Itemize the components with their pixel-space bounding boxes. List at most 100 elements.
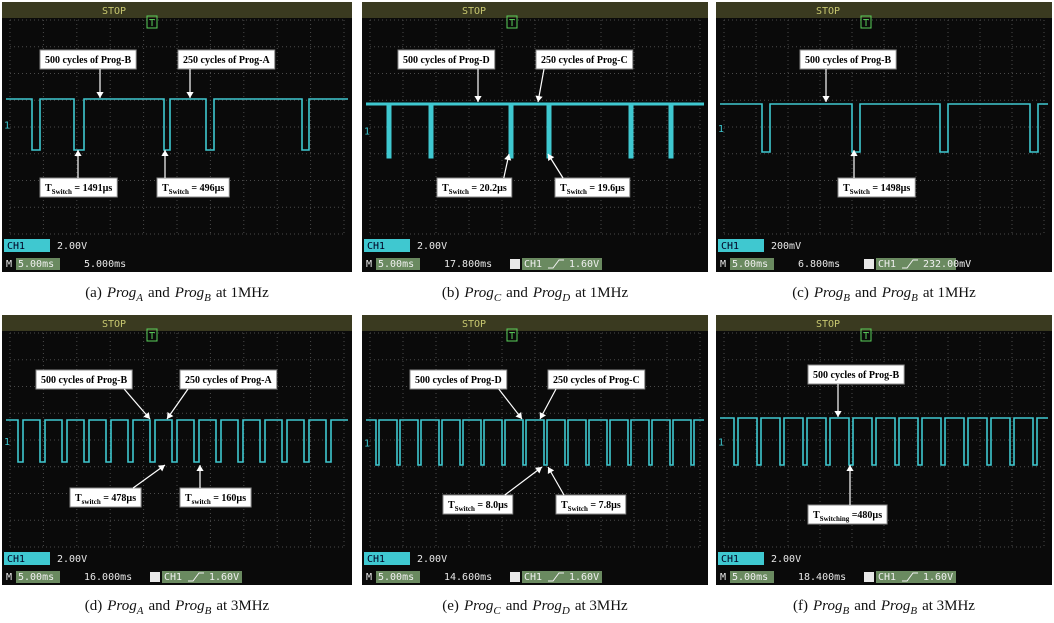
trigger-marker: T bbox=[863, 18, 869, 29]
status-text: STOP bbox=[102, 319, 126, 330]
channel-marker: 1 bbox=[4, 121, 10, 132]
caption-prog: Prog bbox=[531, 598, 562, 614]
annotation-text: 250 cycles of Prog-A bbox=[185, 375, 273, 386]
channel-label: CH1 bbox=[721, 554, 739, 565]
mode-label: M bbox=[366, 572, 372, 583]
caption-prog: Prog bbox=[174, 598, 205, 614]
annotation-label: 500 cycles of Prog-D bbox=[415, 375, 502, 386]
annotation-subscript: Switch bbox=[449, 188, 469, 196]
timebase: 5.00ms bbox=[732, 572, 768, 583]
annotation-text: 250 cycles of Prog-C bbox=[541, 55, 628, 66]
annotation-subscript: switch bbox=[82, 498, 101, 506]
scope-panel: STOPT1500 cycles of Prog-B250 cycles of … bbox=[2, 315, 352, 585]
volts-per-div: 2.00V bbox=[57, 554, 87, 565]
caption-label: (f) bbox=[793, 598, 808, 614]
annotation-value: = 1491µs bbox=[72, 183, 112, 194]
channel-marker: 1 bbox=[718, 124, 724, 135]
trigger-level: 1.60V bbox=[569, 572, 599, 583]
annotation-text: 500 cycles of Prog-D bbox=[415, 375, 502, 386]
annotation-text: 500 cycles of Prog-B bbox=[805, 55, 892, 66]
trigger-marker: T bbox=[863, 331, 869, 342]
caption-subscript: B bbox=[911, 292, 918, 304]
annotation-label: 500 cycles of Prog-B bbox=[45, 55, 132, 66]
caption-subscript: B bbox=[842, 605, 849, 617]
trigger-channel: CH1 bbox=[164, 572, 182, 583]
channel-label: CH1 bbox=[7, 554, 25, 565]
status-text: STOP bbox=[816, 6, 840, 17]
caption-joiner: and bbox=[855, 285, 877, 301]
volts-per-div: 2.00V bbox=[771, 554, 801, 565]
trigger-icon bbox=[864, 259, 874, 269]
annotation-subscript: Switch bbox=[567, 188, 587, 196]
caption-subscript: C bbox=[494, 292, 502, 304]
volts-per-div: 2.00V bbox=[417, 554, 447, 565]
position: 5.000ms bbox=[84, 259, 126, 270]
annotation-label: 250 cycles of Prog-C bbox=[553, 375, 640, 386]
scope-top-bar bbox=[716, 2, 1052, 18]
annotation-label: 500 cycles of Prog-B bbox=[41, 375, 128, 386]
caption-frequency: at 1MHz bbox=[923, 285, 976, 301]
figure-caption: (b)ProgCandProgDat 1MHz bbox=[442, 285, 629, 304]
timebase: 5.00ms bbox=[378, 259, 414, 270]
trigger-icon bbox=[510, 259, 520, 269]
caption-label: (c) bbox=[792, 285, 809, 301]
trigger-channel: CH1 bbox=[878, 259, 896, 270]
annotation-subscript: switch bbox=[192, 498, 211, 506]
trigger-level: 232.00mV bbox=[923, 259, 971, 270]
trigger-icon bbox=[150, 572, 160, 582]
channel-label: CH1 bbox=[7, 241, 25, 252]
channel-marker: 1 bbox=[718, 438, 724, 449]
status-text: STOP bbox=[102, 6, 126, 17]
trigger-marker: T bbox=[509, 331, 515, 342]
figure: STOP T 1 500 cycles of Prog-B 250 cycles of … bbox=[0, 0, 1054, 623]
annotation-label: 500 cycles of Prog-D bbox=[403, 55, 490, 66]
annotation-text: 500 cycles of Prog-D bbox=[403, 55, 490, 66]
mode-label: M bbox=[720, 572, 726, 583]
caption-subscript: C bbox=[493, 605, 501, 617]
figure-caption: (c)ProgBandProgBat 1MHz bbox=[792, 285, 976, 304]
status-text: STOP bbox=[462, 6, 486, 17]
annotation-subscript: Switch bbox=[850, 188, 870, 196]
annotation-subscript: Switch bbox=[169, 188, 189, 196]
annotation-label: 500 cycles of Prog-B bbox=[805, 55, 892, 66]
trigger-marker: T bbox=[149, 331, 155, 342]
annotation-value: = 7.8µs bbox=[588, 500, 621, 511]
trigger-marker: T bbox=[149, 18, 155, 29]
caption-subscript: B bbox=[910, 605, 917, 617]
caption-prog: Prog bbox=[463, 598, 494, 614]
caption-prog: Prog bbox=[463, 285, 494, 301]
caption-prog: Prog bbox=[106, 285, 137, 301]
scope-panel: STOPT1500 cycles of Prog-BTSwitching =48… bbox=[716, 315, 1052, 585]
trigger-channel: CH1 bbox=[878, 572, 896, 583]
position: 18.400ms bbox=[798, 572, 846, 583]
trigger-level: 1.60V bbox=[569, 259, 599, 270]
mode-label: M bbox=[720, 259, 726, 270]
caption-label: (b) bbox=[442, 285, 460, 301]
mode-label: M bbox=[6, 572, 12, 583]
timebase: 5.00ms bbox=[378, 572, 414, 583]
caption-frequency: at 3MHz bbox=[922, 598, 975, 614]
volts-per-div: 2.00V bbox=[57, 241, 87, 252]
mode-label: M bbox=[366, 259, 372, 270]
trigger-level: 1.60V bbox=[923, 572, 953, 583]
scope-top-bar bbox=[2, 315, 352, 331]
caption-prog: Prog bbox=[880, 598, 911, 614]
caption-prog: Prog bbox=[813, 285, 844, 301]
position: 17.800ms bbox=[444, 259, 492, 270]
caption-label: (e) bbox=[442, 598, 459, 614]
caption-subscript: A bbox=[136, 605, 144, 617]
trigger-channel: CH1 bbox=[524, 572, 542, 583]
annotation-value: =480µs bbox=[849, 510, 882, 521]
figure-caption: (f)ProgBandProgBat 3MHz bbox=[793, 598, 975, 617]
channel-marker: 1 bbox=[364, 439, 370, 450]
position: 6.800ms bbox=[798, 259, 840, 270]
timebase: 5.00ms bbox=[732, 259, 768, 270]
status-text: STOP bbox=[462, 319, 486, 330]
scope-top-bar bbox=[362, 315, 708, 331]
annotation-value: = 8.0µs bbox=[475, 500, 508, 511]
caption-joiner: and bbox=[148, 598, 170, 614]
caption-joiner: and bbox=[148, 285, 170, 301]
